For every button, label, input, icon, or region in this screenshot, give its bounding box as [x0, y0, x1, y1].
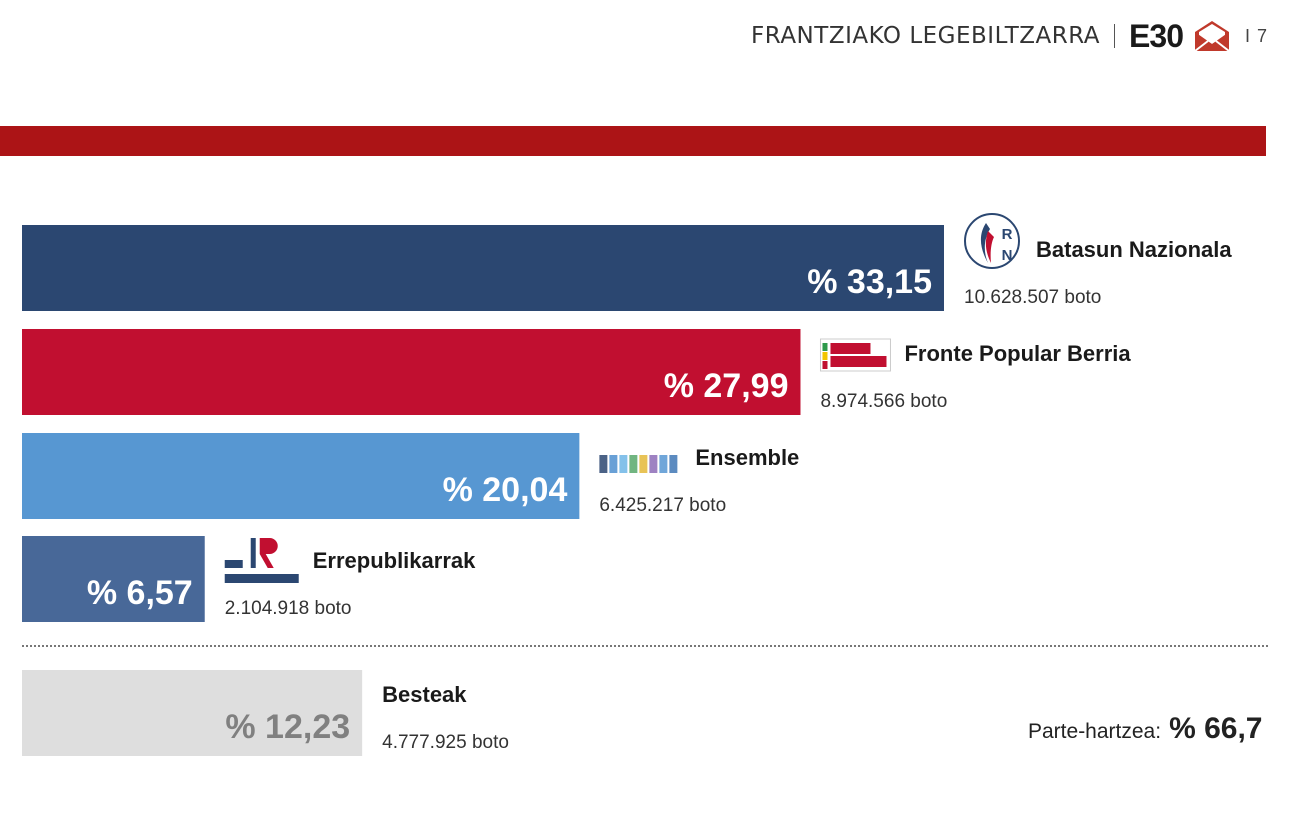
party-name-3: Ensemble [695, 445, 799, 470]
party-votes-3: 6.425.217 boto [599, 495, 726, 516]
bar-value-label-1: % 33,15 [807, 263, 932, 301]
party-name-4: Errepublikarrak [313, 548, 476, 573]
header-separator [1114, 24, 1116, 48]
party-votes-4: 2.104.918 boto [225, 598, 352, 619]
bar-value-label-2: % 27,99 [664, 367, 789, 405]
party-votes-1: 10.628.507 boto [964, 287, 1101, 308]
party-votes-5: 4.777.925 boto [382, 732, 509, 753]
bar-value-label-3: % 20,04 [443, 471, 568, 509]
results-divider [22, 645, 1268, 647]
page-header: FRANTZIAKO LEGEBILTZARRA E30 I 7 [751, 14, 1268, 58]
bar-3 [22, 433, 580, 519]
bar-4 [22, 536, 205, 622]
red-band [0, 126, 1266, 156]
les-republicains-logo [224, 538, 299, 583]
party-votes-2: 8.974.566 boto [820, 391, 947, 412]
bar-2 [22, 329, 801, 415]
ensemble-logo [599, 455, 678, 473]
front-populaire-logo [819, 338, 891, 372]
header-title: FRANTZIAKO LEGEBILTZARRA [751, 23, 1101, 49]
bar-value-label-5: % 12,23 [225, 708, 350, 746]
bar-1 [22, 225, 944, 311]
turnout: Parte-hartzea: % 66,7 [1028, 712, 1262, 746]
turnout-label: Parte-hartzea: [1028, 720, 1162, 743]
rn-logo: RN [964, 213, 1020, 269]
bar-5 [22, 670, 363, 756]
e30-logo: E30 [1129, 17, 1184, 54]
bar-value-label-4: % 6,57 [87, 574, 193, 612]
page-number: I 7 [1244, 25, 1268, 46]
party-name-2: Fronte Popular Berria [904, 341, 1131, 366]
svg-text:N: N [1002, 247, 1013, 264]
party-name-5: Besteak [382, 682, 467, 707]
envelope-icon [1194, 21, 1230, 52]
svg-text:R: R [1002, 226, 1013, 243]
party-name-1: Batasun Nazionala [1036, 237, 1232, 262]
turnout-value: % 66,7 [1169, 712, 1263, 745]
